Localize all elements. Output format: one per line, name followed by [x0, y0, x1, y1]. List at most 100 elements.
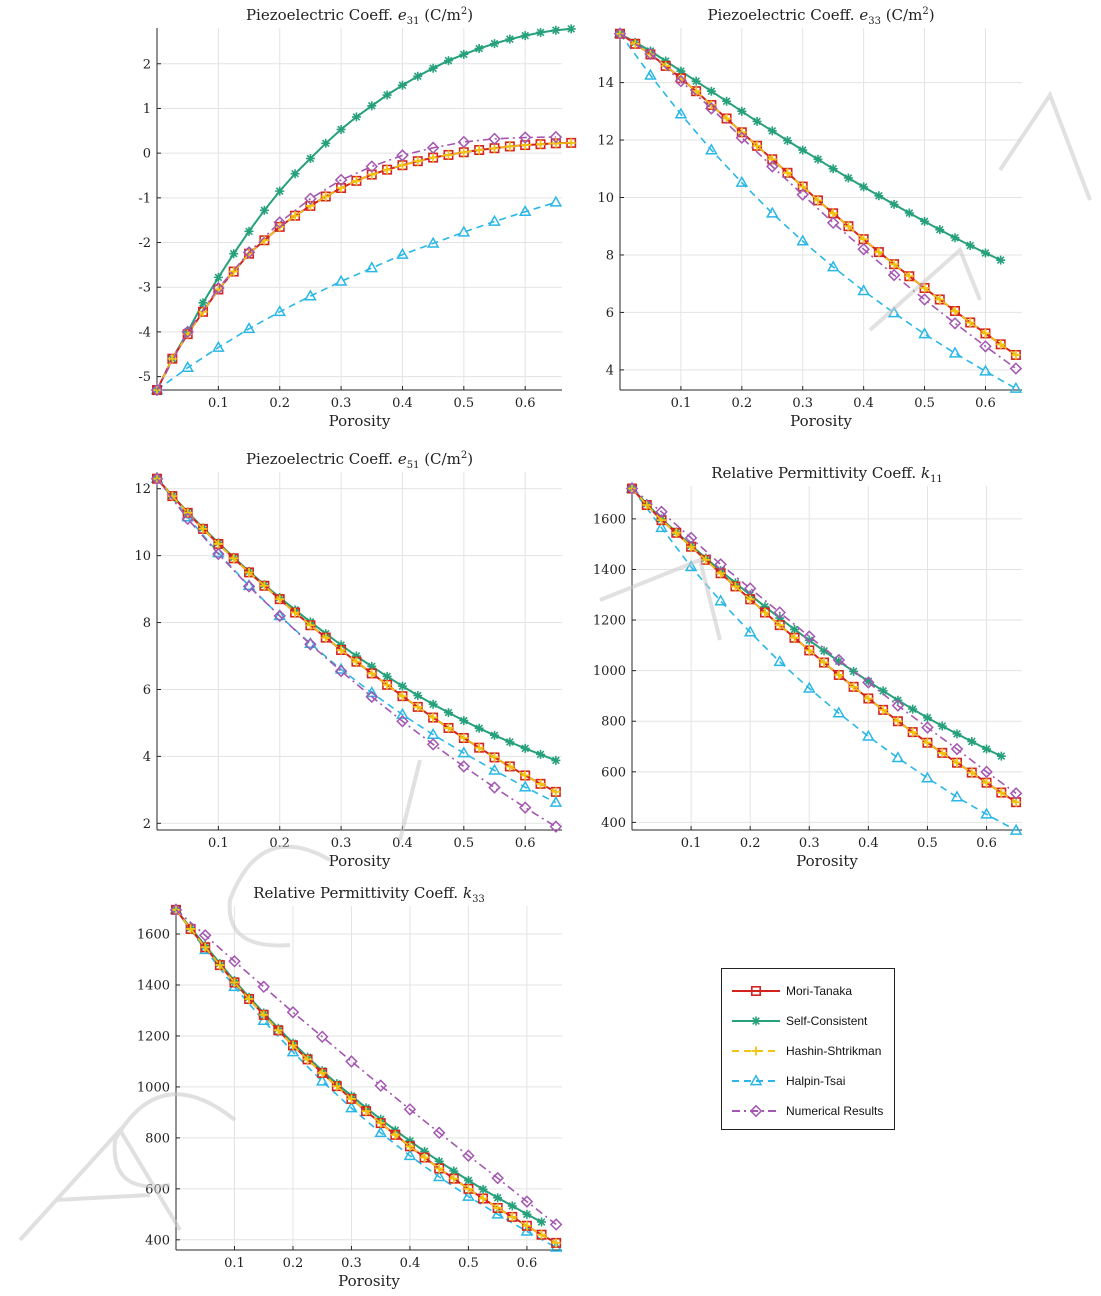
data-point	[921, 771, 934, 783]
data-point	[834, 656, 844, 666]
x-tick-label: 0.2	[283, 1256, 304, 1271]
data-point	[334, 274, 348, 286]
chart-title: Piezoelectric Coeff. e31 (C/m2)	[246, 6, 473, 27]
legend-label: Hashin-Shtrikman	[786, 1044, 882, 1058]
data-point	[490, 143, 499, 153]
series-self-consistent	[627, 484, 1006, 761]
legend-marker	[751, 1046, 761, 1056]
data-point	[365, 261, 379, 273]
data-point	[520, 743, 530, 753]
data-point	[549, 195, 563, 207]
data-point	[304, 289, 317, 301]
chart-title: Relative Permittivity Coeff. k11	[711, 464, 943, 485]
data-point	[1011, 350, 1021, 360]
data-point	[996, 751, 1006, 761]
series-hashin-shtrikman	[627, 484, 1021, 807]
data-point	[244, 226, 254, 236]
y-tick-label: -1	[138, 191, 151, 206]
data-point	[321, 138, 331, 148]
data-point	[549, 130, 563, 144]
data-point	[536, 139, 546, 149]
data-point	[443, 56, 453, 66]
data-point	[462, 1189, 475, 1201]
data-point	[257, 1013, 271, 1026]
series-hashin-shtrikman	[152, 474, 561, 797]
data-point	[522, 1209, 532, 1219]
data-point	[432, 1126, 446, 1140]
data-point	[1009, 381, 1023, 393]
data-point	[490, 730, 499, 740]
data-point	[859, 234, 869, 244]
data-point	[676, 66, 686, 76]
data-point	[449, 1166, 459, 1176]
data-point	[167, 354, 177, 364]
data-point	[474, 145, 484, 155]
data-point	[832, 653, 846, 667]
data-point	[536, 27, 546, 37]
data-point	[382, 671, 392, 681]
legend-entry: Self-Consistent	[722, 1009, 894, 1033]
series-line	[156, 27, 572, 391]
data-point	[345, 1101, 358, 1113]
data-point	[317, 1068, 327, 1078]
data-point	[507, 1212, 517, 1222]
data-point	[334, 664, 348, 678]
data-point	[244, 994, 254, 1004]
data-point	[979, 364, 992, 376]
data-point	[804, 645, 814, 655]
series-line	[175, 909, 542, 1223]
data-point	[169, 903, 183, 917]
data-point	[305, 620, 315, 630]
data-point	[537, 1230, 547, 1240]
data-point	[518, 131, 532, 144]
data-point	[493, 1193, 503, 1203]
y-tick-label: -3	[138, 281, 151, 296]
data-point	[520, 31, 530, 41]
series-halpin-tsai	[613, 27, 1023, 393]
data-point	[705, 143, 718, 155]
data-point	[213, 539, 223, 549]
data-point	[286, 1045, 300, 1057]
data-point	[804, 635, 814, 645]
data-point	[463, 1184, 473, 1194]
y-tick-label: 600	[601, 765, 626, 780]
x-axis-label: Porosity	[329, 852, 391, 870]
data-point	[367, 661, 377, 671]
data-point	[493, 1203, 503, 1213]
x-tick-label: 0.4	[392, 396, 413, 411]
data-point	[242, 580, 256, 593]
data-point	[304, 192, 317, 205]
data-point	[228, 955, 241, 968]
data-point	[491, 1171, 504, 1185]
data-point	[950, 742, 964, 756]
data-point	[849, 682, 859, 692]
data-point	[908, 704, 918, 714]
data-point	[980, 765, 993, 779]
data-point	[1009, 787, 1023, 800]
data-point	[403, 1103, 417, 1116]
data-point	[505, 737, 515, 747]
y-tick-label: 14	[597, 76, 614, 91]
data-point	[765, 206, 779, 218]
y-tick-label: 10	[134, 549, 151, 564]
data-point	[980, 248, 990, 258]
y-tick-label: 1400	[593, 563, 626, 578]
chart-title: Piezoelectric Coeff. e51 (C/m2)	[246, 450, 473, 471]
data-point	[644, 68, 657, 80]
data-point	[305, 153, 315, 163]
data-point	[735, 131, 749, 145]
legend-swatch	[732, 1046, 780, 1056]
data-point	[212, 281, 225, 295]
data-point	[273, 609, 287, 621]
data-point	[382, 90, 392, 100]
data-point	[803, 630, 816, 643]
data-point	[273, 216, 286, 229]
data-point	[198, 524, 208, 534]
legend-label: Self-Consistent	[786, 1014, 868, 1028]
data-point	[684, 531, 698, 545]
series-line	[619, 32, 1002, 262]
data-point	[505, 34, 515, 44]
data-point	[826, 260, 840, 272]
data-point	[828, 208, 838, 218]
x-tick-label: 0.6	[515, 836, 536, 851]
